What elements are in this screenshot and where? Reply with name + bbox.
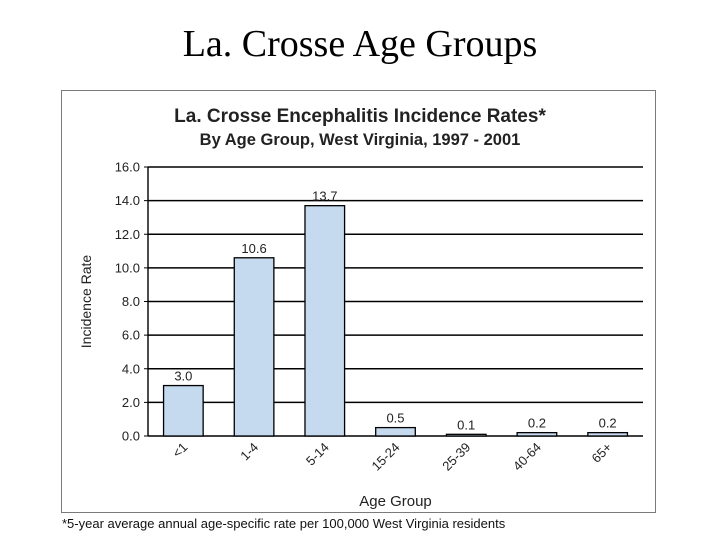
x-tick-label: 1-4	[237, 440, 261, 464]
y-tick-label: 10.0	[115, 260, 140, 275]
bar-value-label: 0.2	[599, 416, 617, 431]
x-axis-label: Age Group	[359, 493, 432, 510]
y-tick-label: 14.0	[115, 193, 140, 208]
bar-value-label: 0.5	[386, 411, 404, 426]
bar	[516, 431, 558, 437]
bar-value-label: 3.0	[174, 369, 192, 384]
bar	[162, 384, 204, 437]
slide-title: La. Crosse Age Groups	[182, 23, 538, 65]
x-tick-label: 25-39	[439, 440, 473, 474]
y-tick-label: 8.0	[122, 294, 140, 309]
y-tick-label: 12.0	[115, 227, 140, 242]
bar-value-label: 10.6	[241, 241, 266, 256]
y-tick-label: 16.0	[115, 160, 140, 175]
x-tick-label: 40-64	[510, 440, 544, 474]
y-tick-label: 2.0	[122, 395, 140, 410]
chart-title: La. Crosse Encephalitis Incidence Rates*	[174, 106, 546, 127]
bar	[233, 257, 275, 437]
bar-value-label: 13.7	[312, 189, 337, 204]
chart-subtitle: By Age Group, West Virginia, 1997 - 2001	[199, 131, 521, 149]
bar	[304, 205, 346, 437]
bar	[375, 426, 416, 437]
x-tick-label: 15-24	[369, 440, 403, 474]
y-axis-label: Incidence Rate	[78, 255, 94, 349]
bar	[587, 431, 629, 437]
y-tick-label: 6.0	[122, 328, 140, 343]
bar-value-label: 0.2	[528, 416, 546, 431]
y-tick-label: 0.0	[122, 429, 140, 444]
x-tick-label: 65+	[589, 440, 615, 466]
chart-footnote: *5-year average annual age-specific rate…	[62, 516, 506, 531]
y-tick-label: 4.0	[122, 361, 140, 376]
x-tick-label: 5-14	[303, 440, 332, 469]
bar-value-label: 0.1	[457, 417, 475, 432]
x-tick-label: <1	[169, 440, 190, 461]
bar	[445, 433, 487, 437]
